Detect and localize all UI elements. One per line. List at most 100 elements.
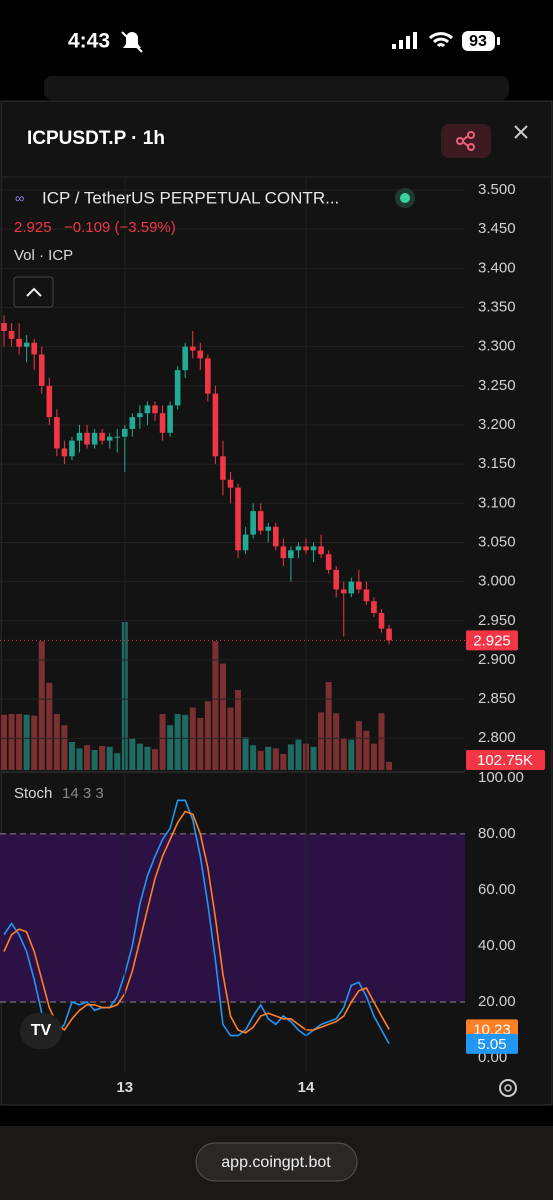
- volume-bar: [167, 725, 174, 770]
- candle-body: [227, 479, 234, 488]
- candle-body: [325, 554, 332, 570]
- symbol-name: ICP / TetherUS PERPETUAL CONTR...: [42, 188, 339, 207]
- volume-bar: [295, 739, 302, 770]
- volume-bar: [53, 714, 60, 770]
- candle-body: [212, 393, 219, 457]
- panel-title: ICPUSDT.P · 1h: [27, 128, 165, 149]
- volume-bar: [348, 739, 355, 770]
- wifi-icon: [428, 32, 454, 48]
- volume-bar: [257, 750, 264, 770]
- volume-bar: [68, 742, 75, 770]
- volume-bar: [1, 714, 7, 770]
- candle-body: [46, 385, 53, 418]
- volume-tag: [466, 750, 545, 770]
- candle-body: [197, 350, 204, 359]
- volume-bar: [235, 690, 242, 770]
- candle-body: [265, 526, 272, 531]
- volume-bar: [363, 730, 370, 770]
- battery-tip: [497, 37, 500, 45]
- candle-body: [280, 546, 287, 559]
- volume-bar: [38, 641, 45, 770]
- plot: 100.0080.0060.0040.0020.000.0010.235.051…: [0, 178, 545, 1096]
- volume-bar: [23, 714, 30, 770]
- stoch-value-label: 5.05: [477, 1036, 506, 1053]
- candle-body: [159, 413, 166, 433]
- market-status-dot: [400, 193, 410, 203]
- volume-bar: [287, 744, 294, 770]
- y-tick-label: 40.00: [478, 937, 516, 954]
- y-tick-label: 80.00: [478, 825, 516, 842]
- candle-body: [174, 370, 181, 406]
- y-tick-label: 2.800: [478, 729, 516, 746]
- candle-body: [182, 346, 188, 371]
- stoch-line: [3, 799, 390, 1045]
- volume-bar: [106, 746, 113, 770]
- x-tick-label: 14: [298, 1079, 315, 1096]
- candle-body: [295, 546, 302, 551]
- settings-button[interactable]: [499, 1079, 517, 1097]
- candle-body: [129, 417, 136, 429]
- candle-body: [340, 589, 347, 594]
- y-tick-label: 20.00: [478, 993, 516, 1010]
- tv-logo-mark: TV: [31, 1022, 52, 1039]
- volume-bar: [370, 743, 377, 770]
- volume-bar: [159, 714, 166, 770]
- y-tick-label: 3.500: [478, 181, 516, 198]
- volume-bar: [242, 737, 249, 770]
- candle-body: [54, 417, 60, 449]
- close-button[interactable]: [514, 125, 528, 139]
- candle-body: [91, 432, 98, 445]
- candle-body: [310, 546, 317, 551]
- candle-body: [235, 487, 241, 551]
- volume-bar: [386, 761, 393, 770]
- y-tick-label: 3.150: [478, 455, 516, 472]
- collapse-button[interactable]: [13, 276, 54, 308]
- volume-bar: [76, 748, 83, 770]
- candle-body: [257, 511, 264, 531]
- candle-body: [318, 546, 324, 555]
- volume-bar: [136, 743, 143, 770]
- last-price-tag: [466, 630, 518, 651]
- mute-icon: [121, 31, 143, 53]
- candle-body: [84, 432, 90, 445]
- y-tick-label: 3.450: [478, 220, 516, 237]
- stoch-params: 14 3 3: [62, 785, 104, 802]
- y-tick-label: 60.00: [478, 881, 516, 898]
- tv-logo[interactable]: [20, 1013, 62, 1049]
- candle-body: [16, 338, 22, 347]
- volume-bar: [99, 746, 106, 770]
- candle-body: [220, 456, 226, 480]
- signal-icon: [392, 32, 417, 49]
- candle-body: [250, 511, 256, 535]
- candle-body: [167, 405, 173, 433]
- volume-bar: [265, 746, 272, 770]
- volume-bar: [340, 738, 347, 770]
- volume-bar: [197, 718, 204, 770]
- candle-body: [144, 405, 151, 414]
- candle-body: [371, 601, 377, 613]
- volume-bar: [8, 714, 15, 770]
- y-tick-label: 3.000: [478, 573, 516, 590]
- volume-bar: [152, 749, 158, 770]
- volume-bar: [318, 712, 325, 770]
- candle-body: [38, 354, 45, 386]
- y-tick-label: 3.050: [478, 533, 516, 550]
- volume-bar: [61, 725, 68, 770]
- backdrop-card: [44, 76, 509, 100]
- y-tick-label: 3.200: [478, 416, 516, 433]
- volume-bar: [378, 713, 385, 770]
- stoch-line: [3, 810, 390, 1034]
- candle-body: [386, 628, 392, 641]
- url-pill[interactable]: [195, 1142, 358, 1182]
- candle-body: [31, 342, 37, 355]
- volume-bar: [227, 707, 234, 770]
- stoch-title: Stoch: [14, 785, 52, 802]
- volume-bar: [250, 745, 257, 770]
- candle-body: [189, 346, 196, 351]
- volume-bar: [333, 713, 340, 770]
- volume-label: 102.75K: [477, 752, 533, 769]
- share-button[interactable]: [441, 124, 491, 158]
- y-tick-label: 100.00: [478, 769, 524, 786]
- y-tick-label: 3.250: [478, 377, 516, 394]
